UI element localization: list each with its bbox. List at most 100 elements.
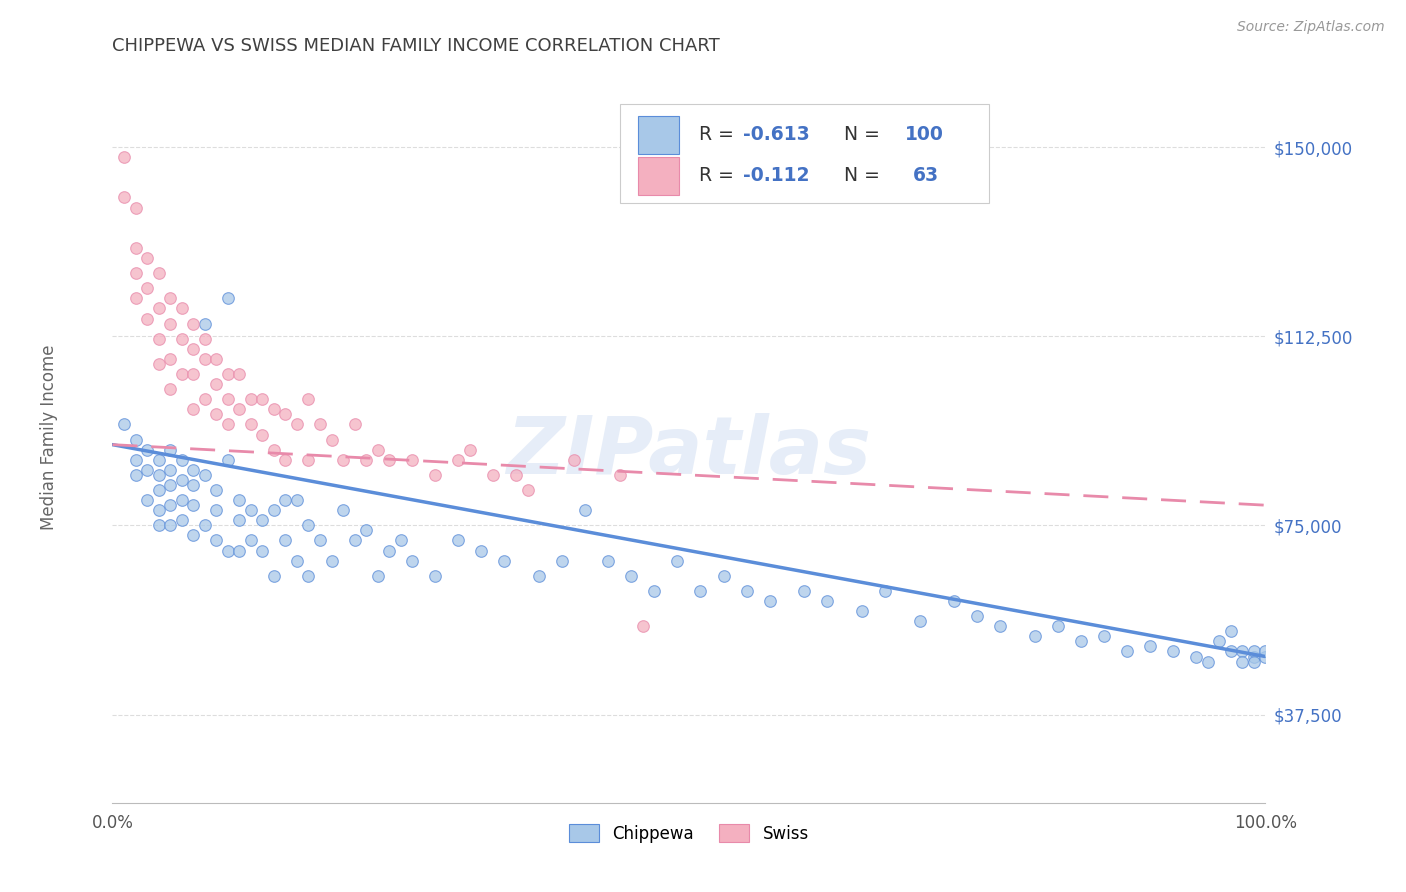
Point [343,533,366,548]
Point [124,433,146,447]
Point [297,569,319,583]
Point [228,493,250,508]
Point [425,569,447,583]
Point [851,604,873,618]
Point [148,503,170,517]
Point [205,408,228,422]
Point [1197,655,1219,669]
Point [181,402,204,417]
Point [205,351,228,366]
Text: Median Family Income: Median Family Income [39,344,58,530]
Point [112,190,135,204]
Point [574,503,596,517]
Point [136,251,159,265]
Point [159,291,181,305]
Point [1139,640,1161,654]
Bar [638,116,679,154]
Point [1161,644,1184,658]
Point [205,377,228,392]
Point [194,332,217,346]
Point [194,467,217,482]
Point [205,483,228,497]
Point [1232,644,1254,658]
Point [1243,644,1265,658]
Point [148,301,170,316]
Point [758,594,780,608]
Point [205,533,228,548]
Point [181,498,204,512]
Point [389,533,412,548]
Point [620,569,643,583]
Point [494,554,516,568]
Point [159,463,181,477]
Point [562,452,585,467]
Point [354,452,377,467]
Point [1116,644,1139,658]
Point [159,478,181,492]
Point [148,483,170,497]
Point [631,619,654,633]
Point [1243,655,1265,669]
Point [181,528,204,542]
Point [285,554,308,568]
Point [713,569,735,583]
Point [447,533,470,548]
Point [274,408,297,422]
Point [988,619,1011,633]
Point [124,241,146,255]
Point [194,392,217,407]
Point [1219,644,1241,658]
Point [228,402,250,417]
Point [148,357,170,371]
Bar [638,157,679,195]
Text: N =: N = [832,167,886,186]
Point [181,342,204,356]
Point [332,452,354,467]
Point [170,367,193,381]
Point [217,452,239,467]
Point [136,463,159,477]
Point [170,452,193,467]
Point [285,493,308,508]
Point [159,317,181,331]
Point [217,543,239,558]
Point [112,150,135,164]
Point [239,392,262,407]
Point [1185,649,1208,664]
Point [136,281,159,295]
Point [274,452,297,467]
Point [666,554,689,568]
Point [689,583,711,598]
Point [297,392,319,407]
Text: -0.613: -0.613 [744,126,810,145]
Point [217,367,239,381]
Point [263,569,285,583]
Point [609,467,631,482]
Point [309,417,332,432]
Point [239,533,262,548]
Point [194,351,217,366]
Point [228,543,250,558]
Point [159,351,181,366]
Point [274,533,297,548]
Point [170,473,193,487]
Point [148,518,170,533]
Point [285,417,308,432]
Point [194,317,217,331]
Point [252,427,274,442]
Point [170,493,193,508]
Point [181,478,204,492]
Point [943,594,966,608]
Text: CHIPPEWA VS SWISS MEDIAN FAMILY INCOME CORRELATION CHART: CHIPPEWA VS SWISS MEDIAN FAMILY INCOME C… [112,37,720,54]
Point [170,332,193,346]
Point [378,543,401,558]
Point [425,467,447,482]
Point [551,554,574,568]
Point [124,291,146,305]
Point [1254,649,1277,664]
Point [217,291,239,305]
Point [458,442,481,457]
Point [297,452,319,467]
Point [401,452,423,467]
Point [1070,634,1092,648]
